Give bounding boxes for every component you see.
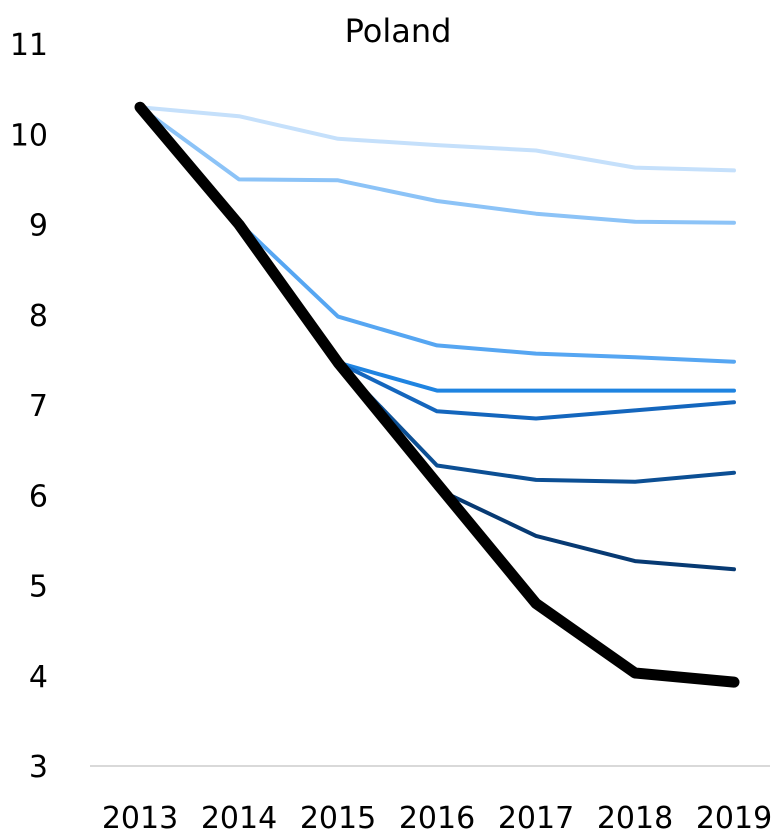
x-tick-label: 2013 — [102, 801, 178, 834]
y-tick-label: 4 — [29, 660, 48, 695]
series-line-6 — [138, 105, 736, 484]
x-tick-label: 2018 — [597, 801, 673, 834]
x-tick-label: 2019 — [696, 801, 772, 834]
series-layer — [134, 101, 740, 688]
x-axis: 2013 2014 2015 2016 2017 2018 2019 — [102, 801, 772, 834]
x-tick-label: 2014 — [201, 801, 277, 834]
y-tick-label: 5 — [29, 570, 48, 605]
y-tick-label: 11 — [10, 28, 48, 63]
y-tick-label: 3 — [29, 750, 48, 785]
x-tick-label: 2017 — [498, 801, 574, 834]
series-line-2 — [138, 105, 736, 225]
x-tick-label: 2015 — [300, 801, 376, 834]
series-line-4 — [138, 105, 736, 393]
y-tick-label: 6 — [29, 479, 48, 514]
series-line-5 — [138, 105, 736, 421]
x-tick-label: 2016 — [399, 801, 475, 834]
y-tick-label: 7 — [29, 389, 48, 424]
series-line-1 — [138, 105, 736, 173]
series-line-7 — [138, 105, 736, 572]
y-axis: 3 4 5 6 7 8 9 10 11 — [10, 28, 48, 785]
y-tick-label: 9 — [29, 209, 48, 244]
series-line-8 — [134, 101, 740, 688]
chart-title: Poland — [345, 12, 452, 50]
y-tick-label: 10 — [10, 118, 48, 153]
y-tick-label: 8 — [29, 299, 48, 334]
